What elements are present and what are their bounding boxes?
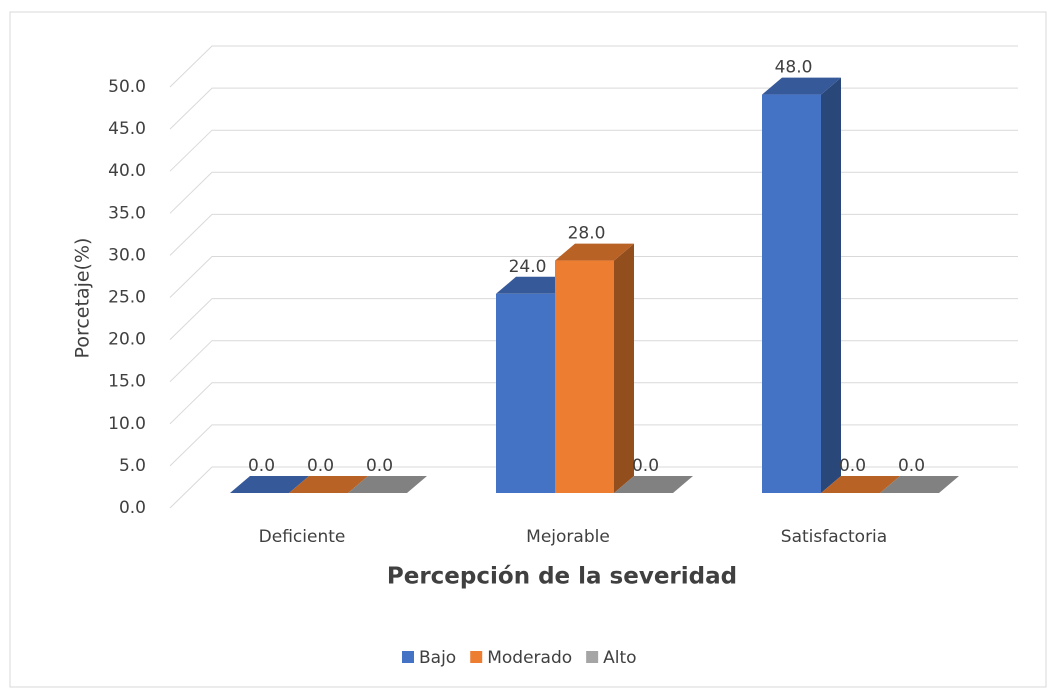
grid-line [169,466,1018,509]
y-tick-label: 20.0 [108,330,146,350]
data-label: 48.0 [775,58,813,78]
bar [496,293,555,493]
legend-label: Bajo [419,648,456,668]
bar [762,94,821,493]
data-label: 0.0 [248,456,275,476]
y-tick-label: 40.0 [108,161,146,181]
y-axis-title: Porcetaje(%) [72,238,94,359]
bar [555,260,614,493]
y-tick-label: 5.0 [119,456,146,476]
y-tick-label: 15.0 [108,372,146,392]
grid-line [169,171,1018,214]
grid-line [169,298,1018,340]
x-axis-title: Percepción de la severidad [387,564,737,590]
data-label: 24.0 [509,257,547,277]
y-tick-label: 45.0 [108,119,146,139]
legend-swatch [470,651,483,663]
data-label: 28.0 [568,224,606,244]
bar-top [348,476,427,493]
bar-top [289,476,368,493]
data-label: 0.0 [839,456,866,476]
bar-top [555,243,634,261]
y-tick-label: 30.0 [108,245,146,265]
bar-side [614,243,634,493]
y-tick-label: 25.0 [108,288,146,308]
y-tick-label: 0.0 [119,498,146,518]
grid-line [169,213,1018,256]
data-label: 0.0 [632,456,659,476]
bar-top [880,476,959,493]
data-label: 0.0 [366,456,393,476]
legend-label: Moderado [487,648,572,668]
grid-line [169,382,1018,425]
legend-swatch [586,651,599,663]
grid-line [169,129,1018,172]
bar-side [821,77,841,493]
bar-top [230,476,309,493]
x-tick-label: Satisfactoria [781,527,887,547]
data-label: 0.0 [307,456,334,476]
grid-line [169,424,1018,467]
legend-swatch [402,651,414,663]
y-tick-label: 10.0 [108,414,146,434]
grid-line [169,256,1018,298]
legend-label: Alto [603,648,636,668]
x-tick-label: Deficiente [259,527,346,547]
bar-top [821,476,900,493]
grid-line [169,340,1018,383]
bar-top [614,476,693,493]
x-tick-label: Mejorable [526,527,610,547]
y-tick-label: 35.0 [108,203,146,223]
data-label: 0.0 [898,456,925,476]
grid-line [169,45,1018,88]
bar-top [762,77,841,95]
y-tick-label: 50.0 [108,77,146,97]
grid-line [169,87,1018,130]
